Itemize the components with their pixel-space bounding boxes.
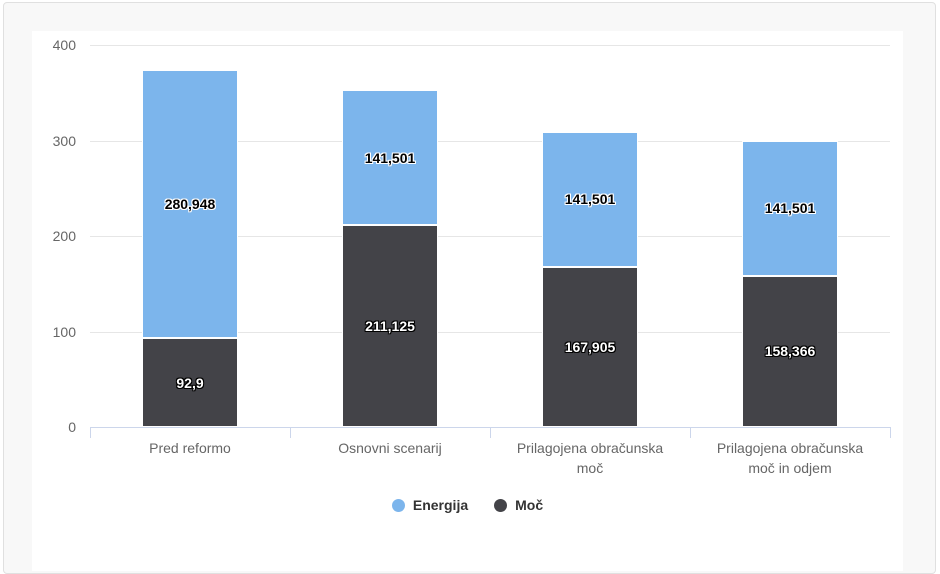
gridline-100 xyxy=(90,332,890,333)
legend: Energija Moč xyxy=(32,497,903,513)
y-axis-label-300: 300 xyxy=(52,133,76,149)
x-axis-label-1: Osnovni scenarij xyxy=(338,440,442,456)
x-axis-label-3: Prilagojena obračunska moč in odjem xyxy=(716,440,864,476)
bar-segment-moč-3[interactable] xyxy=(742,276,838,427)
bar-segment-energija-2[interactable] xyxy=(542,132,638,267)
y-axis-label-400: 400 xyxy=(52,37,76,53)
x-axis-label-0: Pred reformo xyxy=(149,440,231,456)
gridline-200 xyxy=(90,236,890,237)
x-axis-tick xyxy=(490,427,491,438)
legend-item-energija[interactable]: Energija xyxy=(391,497,469,513)
legend-label-energija: Energija xyxy=(412,497,469,513)
legend-item-moc[interactable]: Moč xyxy=(494,497,543,513)
page: { "page": { "background": "#ffffff" }, "… xyxy=(3,2,936,574)
y-axis-label-0: 0 xyxy=(68,419,76,435)
x-axis-tick xyxy=(90,427,91,438)
bar-segment-energija-3[interactable] xyxy=(742,141,838,276)
x-axis-label-2: Prilagojena obračunska moč xyxy=(516,440,664,476)
gridline-300 xyxy=(90,141,890,142)
legend-label-moc: Moč xyxy=(515,497,544,513)
bar-segment-moč-1[interactable] xyxy=(342,225,438,427)
x-axis-tick xyxy=(890,427,891,438)
legend-marker-moc-icon xyxy=(494,498,508,512)
x-axis-tick xyxy=(690,427,691,438)
y-axis-label-100: 100 xyxy=(52,324,76,340)
gridline-400 xyxy=(90,45,890,46)
x-axis-tick xyxy=(290,427,291,438)
chart-card: Energija Moč 0 100 200 300 400 92,9 280,948 Pre… xyxy=(3,2,936,574)
chart-area: Energija Moč 0 100 200 300 400 92,9 280,948 Pre… xyxy=(32,31,903,571)
bar-segment-moč-2[interactable] xyxy=(542,267,638,427)
bar-segment-moč-0[interactable] xyxy=(142,338,238,427)
bar-segment-energija-0[interactable] xyxy=(142,70,238,338)
legend-marker-energija-icon xyxy=(391,498,405,512)
bar-segment-energija-1[interactable] xyxy=(342,90,438,225)
y-axis-label-200: 200 xyxy=(52,228,76,244)
